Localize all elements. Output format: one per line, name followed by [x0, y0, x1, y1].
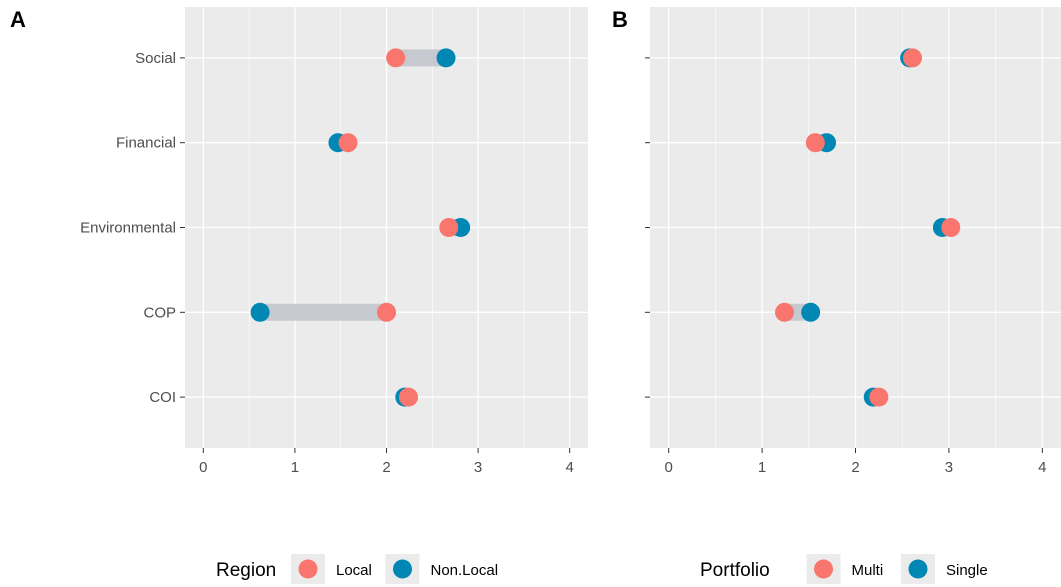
x-tick-label: 1	[291, 459, 299, 476]
point-local	[377, 302, 396, 322]
x-tick-label: 4	[566, 459, 574, 476]
x-tick-label: 2	[382, 459, 390, 476]
y-tick-label: COI	[149, 389, 176, 406]
legend-key-local	[298, 559, 318, 579]
panel-letter: A	[10, 7, 26, 32]
x-tick-label: 2	[851, 459, 859, 476]
point-local	[386, 48, 406, 68]
x-tick-label: 0	[665, 459, 673, 476]
panel-letter: B	[612, 7, 628, 32]
legend-label: Multi	[852, 562, 884, 579]
legend-label: Single	[946, 562, 988, 579]
legend: Portfolio Multi Single	[700, 554, 988, 584]
point-multi	[941, 218, 961, 237]
y-tick-label: Financial	[116, 135, 176, 152]
legend-label: Non.Local	[431, 562, 499, 579]
legend-title: Portfolio	[700, 560, 770, 581]
legend-title: Region	[216, 560, 276, 581]
x-tick-label: 0	[199, 459, 207, 476]
panel-b-portfolio-chart: 0 1 2 3 4 B Portfolio Multi Single	[612, 7, 1061, 584]
point-single	[801, 302, 821, 322]
point-multi	[805, 133, 825, 153]
y-tick-label: Social	[135, 50, 176, 67]
point-non-local	[250, 302, 270, 322]
point-local	[439, 218, 459, 237]
legend-label: Local	[336, 562, 372, 579]
legend-key-non-local	[393, 559, 412, 579]
point-multi	[869, 387, 889, 407]
panel-a-region-chart: 0 1 2 3 4 Social Financial Environmental COP COI A…	[10, 7, 588, 584]
x-tick-label: 3	[945, 459, 953, 476]
x-tick-label: 3	[474, 459, 482, 476]
point-local	[338, 133, 358, 153]
legend: Region Local Non.Local	[216, 554, 498, 584]
point-non-local	[436, 48, 456, 68]
x-tick-label: 4	[1038, 459, 1046, 476]
point-multi	[902, 48, 922, 68]
legend-key-multi	[814, 559, 833, 579]
x-tick-label: 1	[758, 459, 766, 476]
point-multi	[775, 302, 795, 322]
point-local	[398, 387, 418, 407]
y-tick-label: Environmental	[80, 220, 176, 237]
legend-key-single	[908, 559, 928, 579]
y-tick-label: COP	[143, 304, 176, 321]
